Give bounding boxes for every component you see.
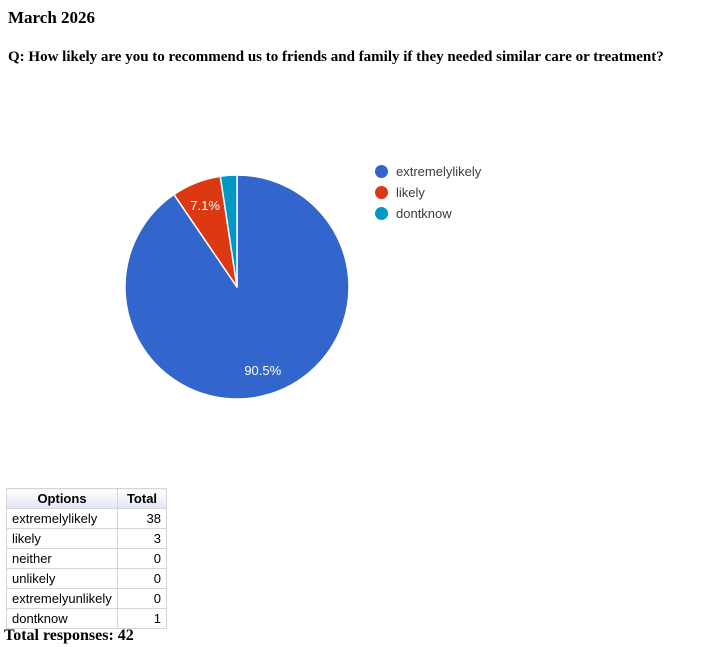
- legend-color-dot-icon: [375, 207, 388, 220]
- table-row: extremelyunlikely 0: [6, 588, 167, 609]
- column-header-options: Options: [6, 488, 118, 509]
- total-responses: Total responses: 42: [4, 627, 134, 644]
- option-cell: extremelylikely: [6, 508, 118, 529]
- legend-color-dot-icon: [375, 186, 388, 199]
- pie-chart: 90.5% 7.1%: [124, 174, 350, 400]
- legend-label: dontknow: [396, 206, 452, 221]
- total-cell: 3: [117, 528, 167, 549]
- total-cell: 0: [117, 568, 167, 589]
- table-row: neither 0: [6, 548, 167, 569]
- total-cell: 0: [117, 548, 167, 569]
- page-title: March 2026: [8, 8, 96, 27]
- legend-item-extremelylikely: extremelylikely: [375, 161, 481, 182]
- results-table: Options Total extremelylikely 38 likely …: [6, 488, 167, 629]
- total-cell: 1: [117, 608, 167, 629]
- total-cell: 0: [117, 588, 167, 609]
- chart-legend: extremelylikely likely dontknow: [375, 161, 481, 224]
- table-row: extremelylikely 38: [6, 508, 167, 529]
- option-cell: dontknow: [6, 608, 118, 629]
- option-cell: extremelyunlikely: [6, 588, 118, 609]
- table-row: unlikely 0: [6, 568, 167, 589]
- option-cell: likely: [6, 528, 118, 549]
- column-header-total: Total: [117, 488, 167, 509]
- table-row: likely 3: [6, 528, 167, 549]
- legend-label: extremelylikely: [396, 164, 482, 179]
- option-cell: neither: [6, 548, 118, 569]
- option-cell: unlikely: [6, 568, 118, 589]
- table-row: dontknow 1: [6, 608, 167, 629]
- pie-slice-percent-label: 90.5%: [244, 363, 281, 378]
- survey-question: Q: How likely are you to recommend us to…: [8, 49, 664, 65]
- legend-item-dontknow: dontknow: [375, 203, 481, 224]
- table-header-row: Options Total: [6, 488, 167, 509]
- pie-slice-percent-label: 7.1%: [190, 198, 220, 213]
- legend-label: likely: [396, 185, 425, 200]
- legend-color-dot-icon: [375, 165, 388, 178]
- pie-slice-dontknow[interactable]: [219, 174, 238, 288]
- legend-item-likely: likely: [375, 182, 481, 203]
- total-cell: 38: [117, 508, 167, 529]
